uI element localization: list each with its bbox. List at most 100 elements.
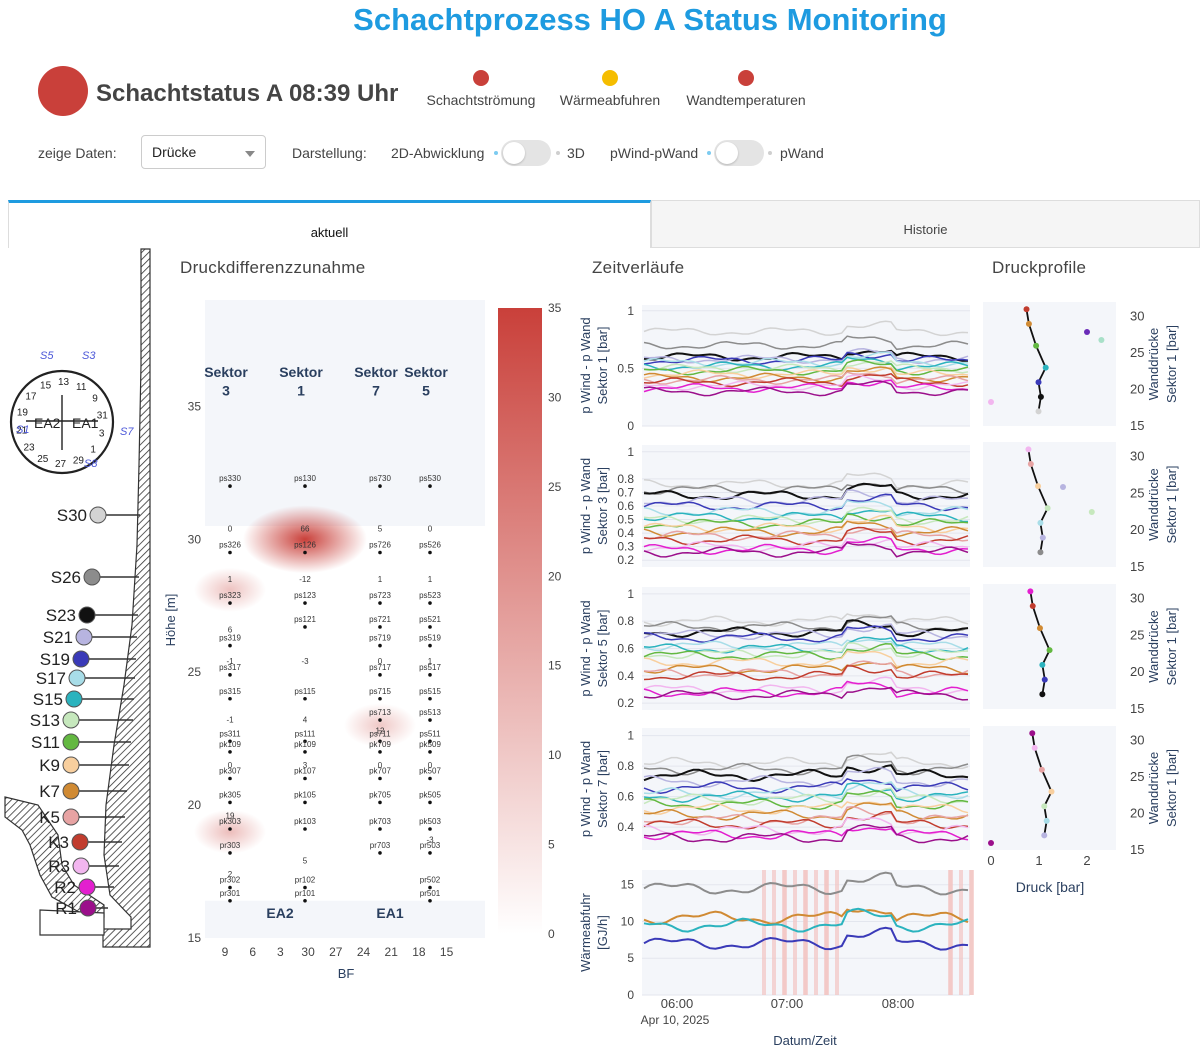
- colorbar-tick: 10: [548, 748, 562, 762]
- ring-sector-label: S5: [40, 350, 54, 362]
- ring-number: 23: [23, 442, 35, 453]
- heatmap-sensor-label: pk105: [294, 790, 316, 799]
- heatmap-sensor-label: ps319: [219, 634, 241, 643]
- heat-event-band: [772, 870, 776, 995]
- timeseries-series-line: [643, 537, 969, 553]
- heatmap-value-label: 1: [378, 575, 383, 584]
- sector-label: Sektor: [354, 364, 398, 380]
- colorbar-tick: 15: [548, 659, 562, 673]
- heatmap-sensor-label: pk505: [419, 790, 441, 799]
- timeseries-title: Zeitverläufe: [592, 258, 685, 277]
- tab-aktuell[interactable]: aktuell: [8, 200, 651, 248]
- timeseries-series-line: [643, 380, 969, 397]
- sensor-label: K7: [39, 782, 60, 801]
- heatmap-sensor-point: [428, 898, 432, 903]
- heat-event-band: [804, 870, 808, 995]
- heatmap-xtick: 9: [222, 945, 229, 959]
- timeseries-series-line: [643, 526, 969, 542]
- timeseries-ylabel: p Wind - p Wand: [578, 458, 593, 554]
- timeseries-xtick: 08:00: [882, 996, 915, 1011]
- heatmap-sensor-label: ps726: [369, 541, 391, 550]
- profile-point: [1037, 549, 1044, 556]
- heat-event-band: [793, 870, 797, 995]
- pressure-toggle-switch[interactable]: [714, 140, 764, 166]
- sensor-label: K9: [39, 756, 60, 775]
- heatmap-xtick: 3: [277, 945, 284, 959]
- tab-historie[interactable]: Historie: [651, 200, 1200, 248]
- heatmap-sensor-point: [428, 673, 432, 677]
- profile-point: [1048, 788, 1055, 795]
- sensor-marker-s26: [83, 568, 101, 586]
- timeseries-series-line: [643, 639, 969, 652]
- profile-ytick: 20: [1130, 806, 1144, 821]
- profile-point: [1035, 408, 1042, 415]
- heatmap-value-label: 0: [428, 524, 433, 533]
- timeseries-ylabel: Sektor 3 [bar]: [595, 467, 610, 545]
- timeseries-ytick: 10: [621, 914, 635, 928]
- timeseries-series-line: [643, 665, 969, 681]
- timeseries-series-line: [643, 348, 969, 365]
- heatmap-sensor-label: ps330: [219, 474, 241, 483]
- ring-number: 1: [90, 445, 96, 456]
- heatmap-sensor-label: pk503: [419, 817, 441, 826]
- heat-event-band: [970, 870, 974, 995]
- profile-point: [1038, 766, 1045, 773]
- heatmap-sensor-label: pk303: [219, 817, 241, 826]
- heatmap-sensor-label: pr302: [220, 875, 241, 884]
- profile-ytick: 25: [1130, 485, 1144, 500]
- ring-number: 21: [16, 426, 28, 437]
- heatmap-sensor-point: [228, 484, 232, 488]
- timeseries-series-line: [643, 513, 969, 529]
- heatmap-sensor-point: [428, 800, 432, 805]
- timeseries-ytick: 0.6: [617, 499, 634, 513]
- heatmap-sensor-label: pr101: [295, 889, 316, 898]
- heatmap-sensor-label: ps515: [419, 687, 441, 696]
- timeseries-ytick: 0.4: [617, 669, 634, 683]
- heatmap-sensor-label: ps511: [419, 729, 441, 738]
- profile-ylabel: Wanddrücke: [1146, 752, 1161, 825]
- heatmap-sensor-label: ps526: [419, 541, 441, 550]
- heat-event-band: [835, 870, 839, 995]
- heatmap-sensor-point: [428, 750, 432, 754]
- heatmap-ytick: 20: [188, 798, 202, 812]
- data-select-dropdown[interactable]: Drücke: [141, 135, 266, 169]
- sensor-label: K3: [48, 833, 69, 852]
- profile-ylabel: Wanddrücke: [1146, 328, 1161, 401]
- ring-entrance-label: EA1: [72, 415, 99, 431]
- profile-panel-bg: [983, 584, 1116, 709]
- view-toggle-switch[interactable]: [501, 140, 551, 166]
- heatmap-sensor-label: ps323: [219, 591, 241, 600]
- data-select-label: zeige Daten:: [38, 145, 117, 161]
- heatmap-sensor-label: ps721: [369, 615, 391, 624]
- heatmap-value-label: 4: [303, 716, 308, 725]
- heatmap-sensor-label: ps521: [419, 615, 441, 624]
- profile-ytick: 15: [1130, 701, 1144, 716]
- heatmap-ytick: 35: [188, 399, 202, 413]
- timeseries-series-line: [643, 827, 969, 841]
- indicator-waermeabfuhren: Wärmeabfuhren: [555, 70, 665, 108]
- heatmap-sensor-label: ps519: [419, 634, 441, 643]
- profile-point: [1044, 505, 1051, 512]
- heatmap-sensor-label: ps517: [419, 663, 441, 672]
- heatmap-sensor-label: ps315: [219, 687, 241, 696]
- heatmap-sensor-point: [228, 776, 232, 781]
- timeseries-xlabel: Datum/Zeit: [773, 1033, 837, 1048]
- timeseries-xdate: Apr 10, 2025: [641, 1013, 710, 1027]
- indicator-schachtstroemung: Schachtströmung: [420, 70, 542, 108]
- sector-label: Sektor: [279, 364, 323, 380]
- heatmap-sensor-point: [378, 827, 382, 831]
- heatmap-sensor-point: [378, 696, 382, 701]
- timeseries-xtick: 07:00: [771, 996, 804, 1011]
- profile-point: [1023, 306, 1030, 313]
- view-option-2d: 2D-Abwicklung: [391, 145, 485, 161]
- timeseries-ytick: 15: [621, 878, 635, 892]
- sector-label: Sektor: [204, 364, 248, 380]
- heatmap-value-label: 3: [303, 761, 308, 770]
- profile-point: [1041, 832, 1048, 839]
- profile-panel-bg: [983, 302, 1116, 426]
- timeseries-series-line: [643, 366, 969, 383]
- sector-number: 3: [222, 383, 230, 399]
- sector-number: 7: [372, 383, 380, 399]
- heatmap-sensor-label: pr502: [420, 875, 441, 884]
